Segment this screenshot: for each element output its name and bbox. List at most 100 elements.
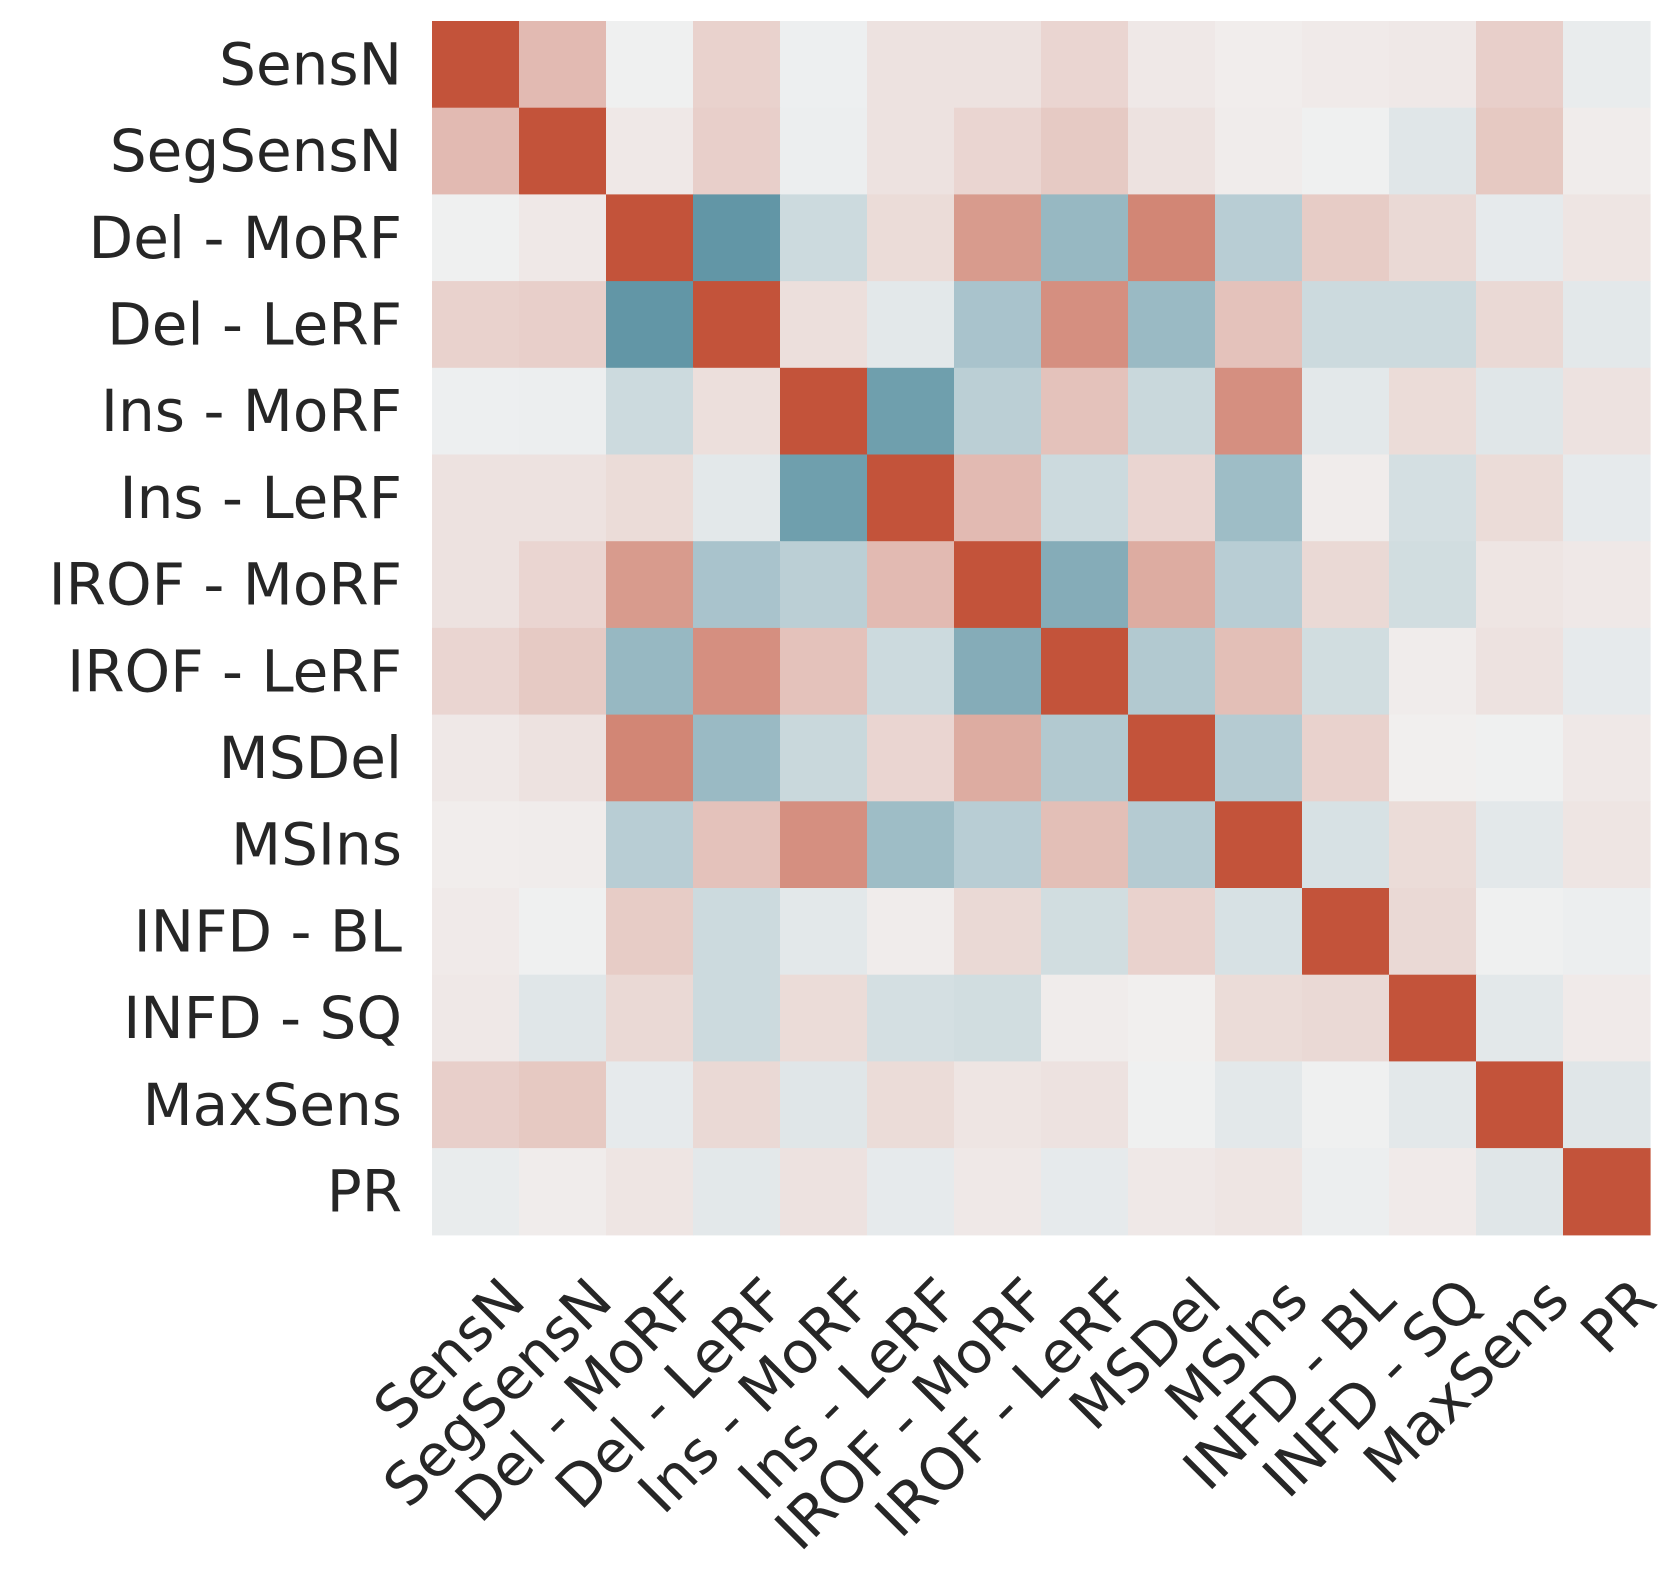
heatmap-cell-r12-c5 [867, 1061, 955, 1149]
heatmap-cell-r1-c3 [693, 107, 781, 195]
heatmap-cell-r9-c8 [1128, 801, 1216, 889]
heatmap-cell-r9-c5 [867, 801, 955, 889]
heatmap-cell-r12-c13 [1563, 1061, 1651, 1149]
heatmap-cell-r11-c13 [1563, 974, 1651, 1062]
heatmap-cell-r8-c3 [693, 714, 781, 802]
heatmap-cell-r11-c2 [606, 974, 694, 1062]
heatmap-cell-r12-c0 [432, 1061, 520, 1149]
heatmap-cell-r4-c10 [1302, 367, 1390, 456]
heatmap-cell-r3-c8 [1128, 281, 1216, 369]
heatmap-cell-r3-c10 [1302, 281, 1390, 369]
heatmap-cell-r13-c5 [867, 1148, 955, 1236]
heatmap-cell-r5-c8 [1128, 454, 1216, 542]
heatmap-cell-r7-c9 [1215, 627, 1303, 716]
heatmap-cell-r1-c0 [432, 107, 520, 195]
heatmap-cell-r0-c5 [867, 21, 955, 109]
heatmap-cell-r6-c13 [1563, 541, 1651, 629]
heatmap-cell-r10-c8 [1128, 888, 1216, 976]
heatmap-cell-r11-c0 [432, 974, 520, 1062]
heatmap-cell-r7-c4 [780, 627, 868, 716]
heatmap-cell-r10-c4 [780, 888, 868, 976]
heatmap-cell-r10-c6 [954, 888, 1042, 976]
heatmap-cell-r4-c7 [1041, 367, 1129, 456]
heatmap-cell-r2-c13 [1563, 194, 1651, 282]
heatmap-cell-r9-c12 [1476, 801, 1564, 889]
heatmap-cell-r11-c5 [867, 974, 955, 1062]
heatmap-cell-r8-c7 [1041, 714, 1129, 802]
heatmap-cell-r2-c4 [780, 194, 868, 282]
heatmap-cell-r1-c11 [1389, 107, 1477, 195]
heatmap-cell-r13-c11 [1389, 1148, 1477, 1236]
heatmap-cell-r11-c12 [1476, 974, 1564, 1062]
heatmap-cell-r6-c8 [1128, 541, 1216, 629]
heatmap-cell-r10-c1 [519, 888, 607, 976]
heatmap-cell-r5-c0 [432, 454, 520, 542]
heatmap-cell-r13-c1 [519, 1148, 607, 1236]
heatmap-cell-r2-c3 [693, 194, 781, 282]
heatmap-cell-r13-c2 [606, 1148, 694, 1236]
heatmap-cell-r7-c2 [606, 627, 694, 716]
heatmap-cell-r11-c1 [519, 974, 607, 1062]
heatmap-cell-r5-c7 [1041, 454, 1129, 542]
y-tick-label: Del - MoRF [89, 204, 402, 272]
heatmap-cell-r1-c2 [606, 107, 694, 195]
heatmap-cell-r5-c6 [954, 454, 1042, 542]
heatmap-cell-r13-c13 [1563, 1148, 1651, 1236]
y-tick-label: INFD - SQ [123, 984, 402, 1052]
heatmap-cell-r4-c12 [1476, 367, 1564, 456]
heatmap-cell-r4-c4 [780, 367, 868, 456]
heatmap-cell-r0-c11 [1389, 21, 1477, 109]
heatmap-cell-r5-c5 [867, 454, 955, 542]
heatmap-cell-r12-c7 [1041, 1061, 1129, 1149]
heatmap-cell-r8-c5 [867, 714, 955, 802]
heatmap-cell-r9-c1 [519, 801, 607, 889]
heatmap-cell-r13-c9 [1215, 1148, 1303, 1236]
heatmap-cell-r5-c9 [1215, 454, 1303, 542]
heatmap-cell-r0-c0 [432, 21, 520, 109]
heatmap-cell-r0-c2 [606, 21, 694, 109]
heatmap-cell-r5-c12 [1476, 454, 1564, 542]
heatmap-cell-r7-c6 [954, 627, 1042, 716]
heatmap-cells [432, 21, 1651, 1236]
heatmap-cell-r3-c6 [954, 281, 1042, 369]
heatmap-cell-r3-c11 [1389, 281, 1477, 369]
heatmap-cell-r3-c5 [867, 281, 955, 369]
heatmap-cell-r8-c1 [519, 714, 607, 802]
heatmap-cell-r0-c6 [954, 21, 1042, 109]
heatmap-cell-r2-c6 [954, 194, 1042, 282]
heatmap-cell-r9-c0 [432, 801, 520, 889]
heatmap-cell-r6-c3 [693, 541, 781, 629]
heatmap-cell-r12-c9 [1215, 1061, 1303, 1149]
heatmap-cell-r6-c4 [780, 541, 868, 629]
y-tick-labels: SensN SegSensN Del - MoRF Del - LeRF Ins - M… [49, 30, 402, 1225]
heatmap-cell-r7-c5 [867, 627, 955, 716]
heatmap-cell-r11-c8 [1128, 974, 1216, 1062]
heatmap-cell-r3-c7 [1041, 281, 1129, 369]
heatmap-cell-r0-c1 [519, 21, 607, 109]
heatmap-cell-r10-c2 [606, 888, 694, 976]
heatmap-cell-r11-c7 [1041, 974, 1129, 1062]
y-tick-label: SensN [219, 30, 402, 98]
heatmap-cell-r10-c12 [1476, 888, 1564, 976]
heatmap-cell-r9-c11 [1389, 801, 1477, 889]
heatmap-cell-r1-c7 [1041, 107, 1129, 195]
heatmap-cell-r12-c11 [1389, 1061, 1477, 1149]
y-tick-label: PR [327, 1157, 402, 1225]
heatmap-cell-r10-c5 [867, 888, 955, 976]
heatmap-cell-r5-c11 [1389, 454, 1477, 542]
heatmap-cell-r2-c12 [1476, 194, 1564, 282]
heatmap-cell-r5-c4 [780, 454, 868, 542]
heatmap-cell-r8-c4 [780, 714, 868, 802]
heatmap-cell-r10-c13 [1563, 888, 1651, 976]
heatmap-cell-r0-c4 [780, 21, 868, 109]
heatmap-cell-r2-c7 [1041, 194, 1129, 282]
heatmap-cell-r0-c3 [693, 21, 781, 109]
heatmap-cell-r1-c6 [954, 107, 1042, 195]
heatmap-cell-r10-c0 [432, 888, 520, 976]
heatmap-cell-r0-c10 [1302, 21, 1390, 109]
heatmap-cell-r9-c9 [1215, 801, 1303, 889]
heatmap-cell-r6-c2 [606, 541, 694, 629]
heatmap-cell-r11-c4 [780, 974, 868, 1062]
